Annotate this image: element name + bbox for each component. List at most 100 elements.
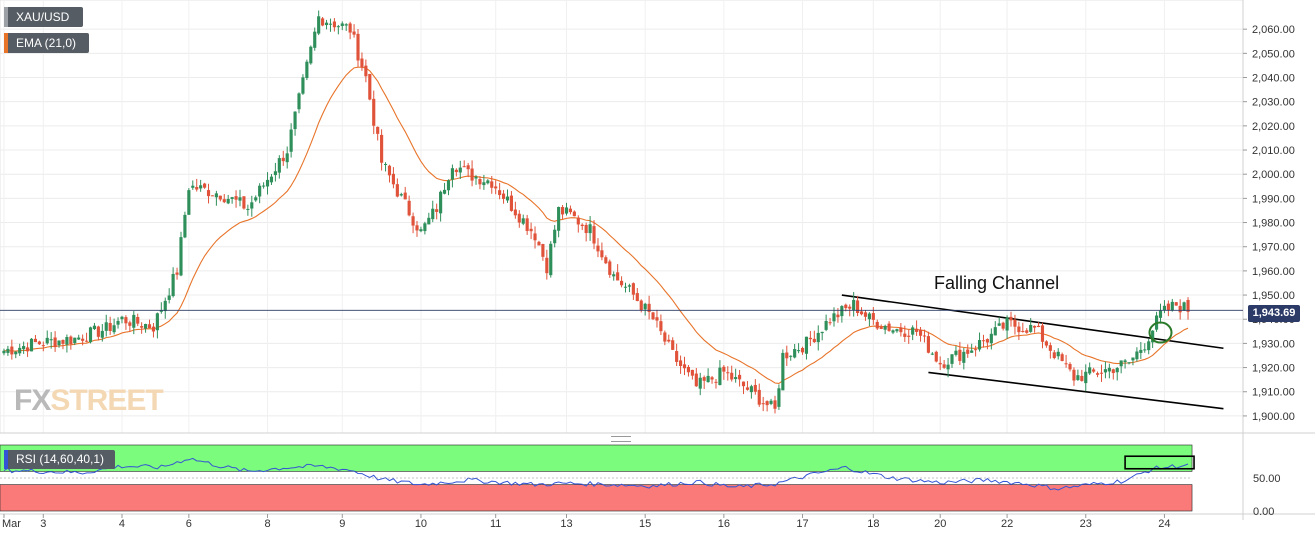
rsi-legend[interactable]: RSI (14,60,40,1) (4, 450, 115, 469)
candle-body (997, 323, 1001, 326)
candle-body (206, 190, 211, 197)
channel-line-lower (928, 371, 1224, 410)
rsi-line-path (3, 457, 1189, 491)
candle (289, 123, 293, 158)
candle (163, 297, 167, 319)
candle (950, 354, 954, 368)
candle-body (977, 340, 982, 350)
ema-legend[interactable]: EMA (21,0) (4, 33, 89, 53)
candle-body (1048, 345, 1052, 351)
candle-body (560, 207, 565, 215)
candle-body (317, 16, 321, 34)
candle-body (1143, 349, 1147, 351)
candle (85, 332, 89, 343)
candle-body (966, 349, 970, 354)
candle (442, 182, 447, 195)
candle (852, 292, 856, 317)
candle-body (879, 326, 883, 329)
candle (352, 24, 356, 38)
candle-body (1111, 369, 1115, 374)
candle (671, 337, 675, 351)
candle (730, 365, 734, 382)
candle (478, 176, 482, 190)
candle-body (797, 350, 801, 352)
candle (942, 359, 946, 369)
candle-body (439, 191, 443, 214)
candle-body (749, 386, 753, 393)
candle (997, 317, 1001, 327)
rsi-overbought-zone (0, 444, 1193, 472)
candle-body (144, 323, 148, 329)
y-tick-label: 1,960.00 (1252, 266, 1295, 278)
candle (915, 320, 919, 336)
candle (564, 202, 569, 216)
candle-body (281, 157, 285, 162)
candle (356, 29, 360, 67)
candle-body (104, 322, 108, 331)
candle (435, 203, 439, 220)
logo-fx: FX (14, 384, 51, 417)
candle (938, 356, 942, 370)
symbol-legend[interactable]: XAU/USD (4, 7, 83, 27)
candle (560, 204, 565, 220)
candle-body (73, 337, 77, 344)
candle-body (505, 196, 510, 201)
candle (277, 155, 281, 179)
candle (867, 312, 871, 327)
y-tick-label: 1,980.00 (1252, 218, 1295, 230)
x-tick-label: 23 (1080, 518, 1092, 530)
candle-body (529, 228, 533, 232)
candle-body (234, 196, 238, 200)
x-tick-label: 15 (639, 518, 651, 530)
candle (875, 319, 879, 330)
candle (655, 309, 659, 328)
candle-body (140, 326, 144, 328)
candle-body (840, 306, 844, 317)
candle (537, 240, 541, 246)
candle (1036, 322, 1041, 328)
candlesticks (0, 10, 1243, 414)
candle-body (1060, 354, 1064, 362)
candle (344, 23, 348, 31)
candle (804, 336, 809, 360)
candle-body (96, 326, 100, 337)
candle-body (446, 180, 451, 191)
x-tick-label: 13 (560, 518, 572, 530)
candle (1127, 362, 1131, 365)
candle-body (718, 367, 722, 386)
candle-body (993, 327, 997, 336)
candle (985, 338, 989, 350)
candle-body (549, 243, 553, 276)
candle-body (651, 312, 655, 320)
candle-body (537, 241, 541, 246)
candle (797, 343, 801, 354)
candle (395, 178, 399, 198)
candle-body (1072, 369, 1076, 381)
candle (37, 340, 41, 345)
candle (718, 360, 722, 386)
candle (608, 259, 612, 278)
candle-body (372, 98, 376, 126)
candle (391, 167, 395, 189)
candle (458, 160, 462, 179)
candle (777, 384, 781, 410)
candle-body (258, 185, 262, 197)
candle-body (694, 373, 698, 387)
candle (1111, 368, 1115, 380)
candle (517, 210, 521, 228)
candle-body (934, 351, 938, 362)
candle-body (411, 216, 415, 226)
logo-street: STREET (50, 384, 163, 417)
candle-body (576, 217, 580, 225)
pane-resize-handle[interactable] (611, 436, 631, 442)
candle (411, 212, 415, 234)
candle (490, 175, 494, 194)
candle-body (899, 327, 903, 333)
candle (1182, 301, 1186, 312)
candle (883, 324, 887, 335)
candle (545, 249, 549, 280)
candle-body (824, 320, 828, 330)
candle (1135, 347, 1139, 362)
candle (73, 337, 77, 346)
candle (808, 331, 812, 347)
